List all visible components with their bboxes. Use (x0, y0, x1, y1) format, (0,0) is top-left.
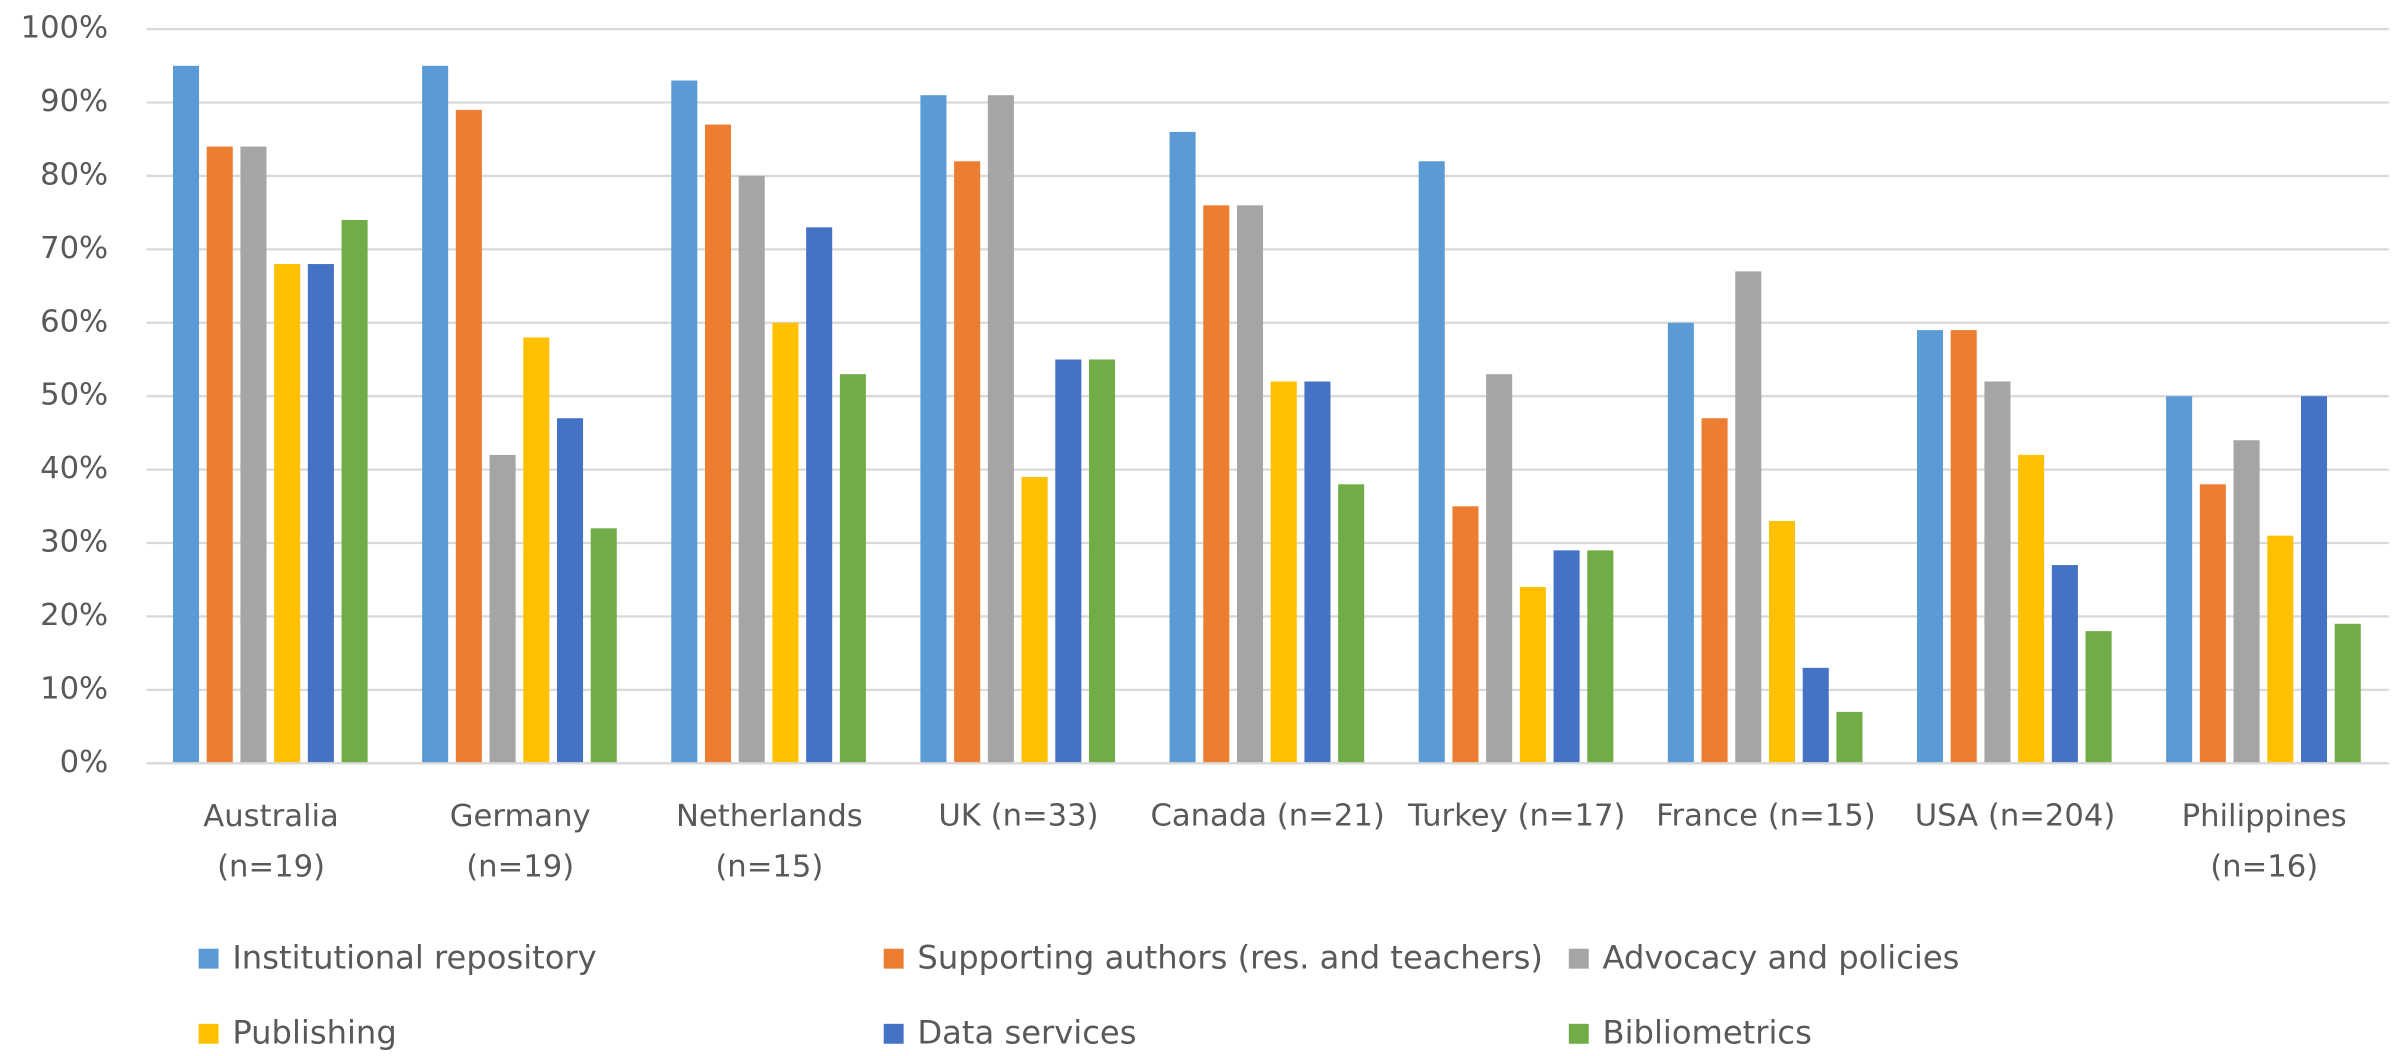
legend-label: Supporting authors (res. and teachers) (917, 938, 1543, 976)
x-tick-line: Netherlands (676, 798, 863, 833)
y-tick-label: 0% (60, 745, 109, 780)
bar (1203, 205, 1230, 764)
x-tick-line: (n=16) (2210, 849, 2318, 884)
legend-label: Data services (917, 1014, 1136, 1052)
bar (1519, 587, 1546, 764)
bar (1950, 330, 1977, 764)
bar (806, 227, 833, 764)
legend-swatch (883, 948, 904, 969)
y-tick-label: 70% (40, 231, 108, 266)
bar (1452, 506, 1479, 764)
legend-swatch (198, 1023, 219, 1044)
x-tick-label: France (n=15) (1656, 798, 1876, 833)
x-tick-line: Australia (203, 798, 339, 833)
bar (1486, 374, 1513, 764)
x-tick-line: (n=19) (466, 849, 574, 884)
x-tick-label: Netherlands (n=15) (676, 798, 863, 884)
legend-label: Advocacy and policies (1603, 938, 1960, 976)
bar (2166, 396, 2193, 764)
bar (1768, 520, 1796, 764)
bar (341, 219, 368, 764)
bar (1984, 381, 2011, 764)
bar (1667, 322, 1694, 764)
bar (1169, 131, 1196, 764)
bar (1236, 205, 1264, 764)
bar (1553, 550, 1580, 764)
y-tick-label: 100% (21, 11, 109, 46)
bar (772, 322, 799, 764)
legend-swatch (1568, 948, 1589, 969)
legend-label: Bibliometrics (1603, 1014, 1812, 1052)
bar (1021, 476, 1048, 764)
bar (1701, 418, 1728, 764)
bar (1587, 550, 1614, 764)
legend-label: Publishing (232, 1014, 396, 1052)
x-tick-line: Germany (450, 798, 591, 833)
bar (2085, 631, 2112, 764)
bar (1418, 161, 1445, 764)
bar (2199, 484, 2226, 764)
bar (455, 109, 482, 764)
bar (1802, 667, 1829, 764)
y-tick-label: 50% (40, 378, 108, 413)
x-tick-label: UK (n=33) (938, 798, 1098, 833)
bar (2233, 440, 2260, 764)
y-tick-label: 30% (40, 525, 108, 560)
bar (839, 374, 866, 764)
bar (2018, 454, 2045, 764)
bar (2300, 396, 2328, 764)
bar (2267, 535, 2294, 764)
bar (2051, 565, 2078, 764)
bar (671, 80, 698, 764)
bar (206, 146, 233, 764)
legend-swatch (198, 948, 219, 969)
bar (1916, 330, 1944, 764)
bar (1836, 711, 1863, 764)
bar (240, 146, 267, 764)
y-tick-label: 80% (40, 157, 108, 192)
bar (590, 528, 617, 764)
bar (556, 418, 584, 764)
x-tick-label: Canada (n=21) (1150, 798, 1384, 833)
legend-swatch (883, 1023, 904, 1044)
x-tick-label: USA (n=204) (1915, 798, 2116, 833)
x-tick-label: Philippines (n=16) (2182, 798, 2347, 884)
y-tick-label: 10% (40, 671, 108, 706)
bar (172, 65, 200, 764)
bar (489, 454, 516, 764)
bar (2334, 623, 2361, 764)
legend-swatch (1568, 1023, 1589, 1044)
y-tick-label: 90% (40, 84, 108, 119)
x-tick-line: (n=19) (217, 849, 325, 884)
x-tick-label: Turkey (n=17) (1407, 798, 1625, 833)
x-tick-line: (n=15) (715, 849, 823, 884)
legend-label: Institutional repository (232, 938, 596, 976)
bar (274, 264, 301, 764)
bar (738, 175, 765, 764)
x-tick-label: Germany (n=19) (450, 798, 591, 884)
bar (1270, 381, 1297, 764)
bar (1088, 359, 1116, 764)
bar (422, 65, 449, 764)
bar (1055, 359, 1082, 764)
x-tick-line: Philippines (2182, 798, 2347, 833)
y-tick-label: 20% (40, 598, 108, 633)
bar (920, 95, 947, 764)
bar (1304, 381, 1331, 764)
bar (1338, 484, 1365, 764)
bar (523, 337, 550, 764)
bar (704, 124, 732, 764)
y-tick-label: 40% (40, 451, 108, 486)
x-tick-label: Australia (n=19) (203, 798, 339, 884)
bar (307, 264, 334, 764)
bar (987, 95, 1014, 764)
bar (954, 161, 981, 764)
y-tick-label: 60% (40, 304, 108, 339)
bar (1735, 271, 1762, 764)
